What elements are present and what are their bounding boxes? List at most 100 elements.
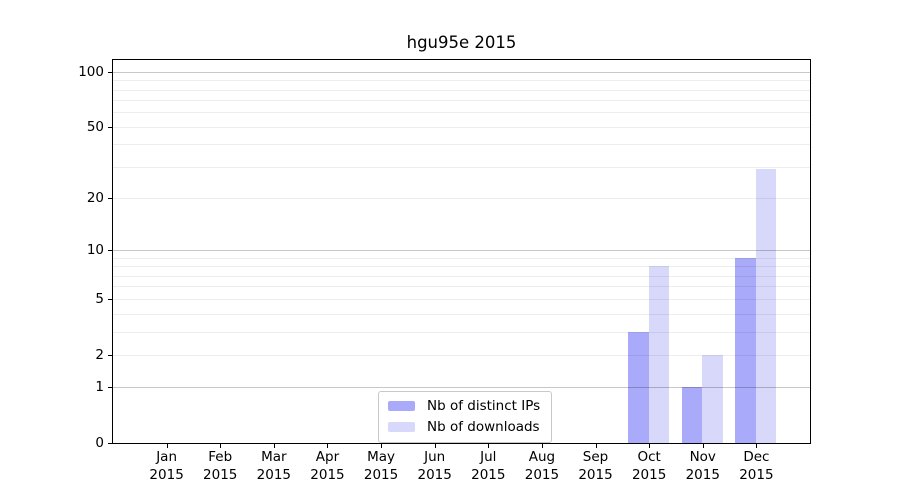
- legend-label-distinct-ips: Nb of distinct IPs: [427, 398, 541, 414]
- x-tick-label-sep: Sep 2015: [565, 449, 627, 484]
- y-tick-5: [108, 298, 112, 300]
- x-tick-feb: [220, 444, 222, 448]
- y-tick-1: [108, 387, 112, 389]
- legend-label-downloads: Nb of downloads: [427, 419, 540, 435]
- y-tick-label-1: 1: [95, 379, 104, 396]
- gridline-major-10: [113, 250, 810, 252]
- gridline-minor-20: [113, 198, 810, 200]
- x-tick-mar: [273, 444, 275, 448]
- y-tick-label-0: 0: [95, 435, 104, 451]
- x-tick-month: Aug: [528, 449, 556, 465]
- x-tick-month: May: [367, 449, 396, 465]
- x-tick-year: 2015: [203, 466, 238, 483]
- x-tick-label-oct: Oct 2015: [618, 449, 680, 484]
- gridline-minor-40: [113, 144, 810, 146]
- x-tick-month: Nov: [689, 449, 716, 465]
- x-tick-year: 2015: [685, 466, 720, 483]
- plot-area: [112, 59, 811, 444]
- x-tick-year: 2015: [256, 466, 292, 483]
- x-tick-label-aug: Aug 2015: [511, 449, 573, 484]
- gridline-minor-7: [113, 275, 810, 277]
- gridline-minor-6: [113, 286, 810, 288]
- y-tick-label-2: 2: [95, 346, 104, 363]
- gridline-minor-2: [113, 354, 810, 356]
- x-tick-label-feb: Feb 2015: [189, 449, 251, 484]
- gridline-major-100: [113, 71, 810, 73]
- x-tick-jul: [488, 444, 490, 448]
- gridline-minor-9: [113, 257, 810, 259]
- grid-layer: [113, 60, 810, 443]
- x-tick-apr: [327, 444, 329, 448]
- x-tick-nov: [702, 444, 704, 448]
- gridline-major-1: [113, 387, 810, 389]
- chart-title: hgu95e 2015: [406, 33, 517, 52]
- legend-row-downloads: Nb of downloads: [388, 419, 540, 435]
- y-tick-2: [108, 354, 112, 356]
- x-tick-dec: [756, 444, 758, 448]
- x-tick-label-jul: Jul 2015: [457, 449, 519, 484]
- y-tick-0: [108, 443, 112, 444]
- x-tick-month: Feb: [208, 449, 233, 465]
- x-tick-aug: [541, 444, 543, 448]
- x-tick-month: Dec: [743, 449, 770, 465]
- x-tick-jan: [166, 444, 168, 448]
- legend-swatch-distinct-ips: [388, 401, 415, 411]
- gridline-minor-80: [113, 89, 810, 91]
- x-tick-year: 2015: [631, 466, 667, 483]
- x-tick-month: Mar: [261, 449, 287, 465]
- y-tick-20: [108, 198, 112, 200]
- x-tick-may: [381, 444, 383, 448]
- x-tick-month: Oct: [637, 449, 661, 465]
- bars-layer: [113, 60, 810, 443]
- x-tick-month: Jun: [424, 449, 446, 465]
- x-tick-label-nov: Nov 2015: [672, 449, 734, 484]
- x-tick-sep: [595, 444, 597, 448]
- x-tick-label-jan: Jan 2015: [136, 449, 198, 484]
- legend-row-distinct-ips: Nb of distinct IPs: [388, 398, 540, 414]
- gridline-minor-5: [113, 298, 810, 300]
- gridline-minor-8: [113, 266, 810, 268]
- x-tick-year: 2015: [417, 466, 452, 483]
- x-tick-label-mar: Mar 2015: [243, 449, 305, 484]
- bar-distinct-ips-nov: [681, 387, 703, 443]
- gridline-minor-60: [113, 112, 810, 114]
- x-tick-oct: [649, 444, 651, 448]
- x-tick-year: 2015: [149, 466, 184, 483]
- bar-distinct-ips-oct: [628, 331, 649, 443]
- x-tick-month: Jan: [156, 449, 178, 465]
- y-tick-label-100: 100: [78, 63, 104, 80]
- x-tick-label-jun: Jun 2015: [404, 449, 466, 484]
- y-tick-label-50: 50: [86, 118, 104, 135]
- x-tick-year: 2015: [310, 466, 345, 483]
- bar-downloads-nov: [702, 354, 723, 443]
- gridline-minor-3: [113, 331, 810, 333]
- x-tick-month: Sep: [582, 449, 609, 465]
- y-tick-10: [108, 250, 112, 252]
- x-tick-year: 2015: [578, 466, 613, 483]
- bar-downloads-dec: [755, 169, 777, 443]
- x-tick-label-apr: Apr 2015: [296, 449, 358, 484]
- y-tick-label-10: 10: [86, 242, 104, 259]
- x-tick-year: 2015: [363, 466, 399, 483]
- x-tick-month: Jul: [480, 449, 497, 465]
- legend: Nb of distinct IPs Nb of downloads: [378, 391, 553, 443]
- x-tick-label-dec: Dec 2015: [725, 449, 787, 484]
- gridline-minor-90: [113, 80, 810, 82]
- gridline-minor-4: [113, 313, 810, 315]
- legend-swatch-downloads: [388, 422, 415, 432]
- y-tick-50: [108, 126, 112, 128]
- x-tick-month: Apr: [315, 449, 340, 465]
- x-tick-year: 2015: [524, 466, 560, 483]
- y-tick-label-20: 20: [86, 190, 104, 207]
- gridline-minor-50: [113, 126, 810, 128]
- x-tick-year: 2015: [739, 466, 774, 483]
- bar-downloads-oct: [648, 266, 670, 443]
- gridline-minor-70: [113, 100, 810, 102]
- x-tick-jun: [434, 444, 436, 448]
- x-tick-label-may: May 2015: [350, 449, 412, 484]
- y-tick-100: [108, 71, 112, 73]
- x-tick-year: 2015: [471, 466, 506, 483]
- gridline-minor-30: [113, 166, 810, 168]
- y-tick-label-5: 5: [95, 290, 104, 307]
